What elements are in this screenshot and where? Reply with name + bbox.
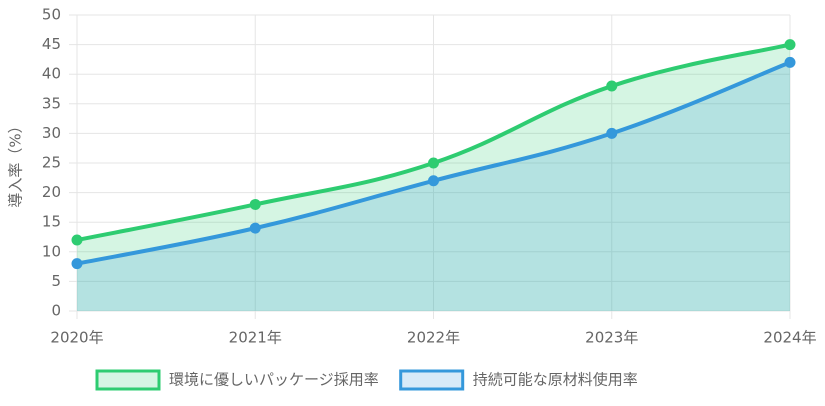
point xyxy=(71,258,83,270)
point xyxy=(428,175,439,187)
y-tick-label: 0 xyxy=(51,302,61,320)
x-tick-label: 2022年 xyxy=(407,329,460,347)
y-tick-label: 30 xyxy=(42,124,61,142)
point xyxy=(606,80,618,92)
y-tick-label: 25 xyxy=(42,154,61,172)
point xyxy=(428,157,439,169)
y-tick-label: 45 xyxy=(42,35,61,53)
y-tick-label: 5 xyxy=(51,272,61,290)
y-tick-label: 20 xyxy=(42,183,61,201)
x-tick-label: 2021年 xyxy=(229,329,282,347)
legend-label[interactable]: 環境に優しいパッケージ採用率 xyxy=(169,371,379,389)
x-tick-label: 2023年 xyxy=(585,329,638,347)
legend-item[interactable]: 環境に優しいパッケージ採用率 xyxy=(95,369,379,391)
area xyxy=(77,62,790,311)
y-tick-label: 35 xyxy=(42,94,61,112)
point xyxy=(71,234,83,246)
point xyxy=(606,127,618,139)
legend-item[interactable]: 持続可能な原材料使用率 xyxy=(399,369,638,391)
point xyxy=(249,198,261,210)
y-tick-label: 15 xyxy=(42,213,61,231)
legend-swatch xyxy=(399,369,465,391)
y-tick-label: 40 xyxy=(42,65,61,83)
x-tick-label: 2024年 xyxy=(763,329,816,347)
y-tick-label: 10 xyxy=(42,242,61,260)
point xyxy=(784,56,796,68)
y-tick-label: 50 xyxy=(42,6,61,24)
legend-label[interactable]: 持続可能な原材料使用率 xyxy=(473,371,638,389)
y-axis-label: 導入率（%） xyxy=(7,118,25,207)
point xyxy=(249,222,261,234)
point xyxy=(784,39,796,51)
legend-swatch xyxy=(95,369,161,391)
x-tick-label: 2020年 xyxy=(50,329,103,347)
